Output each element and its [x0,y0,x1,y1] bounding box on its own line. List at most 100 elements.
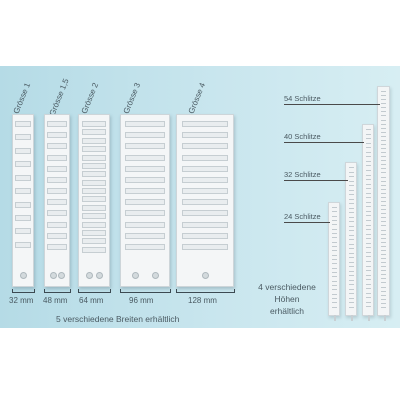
card-slot [365,238,371,240]
card-slot [14,147,32,154]
card-slot [380,176,387,178]
card-slot [81,154,107,161]
card-slot [365,220,371,221]
card-slot [47,221,67,228]
card-slot [348,275,354,276]
card-slot [331,280,337,282]
card-slot [331,246,337,247]
card-slot [380,205,387,207]
card-slot [365,306,371,308]
card-slot [380,143,387,145]
card-slot [182,210,228,217]
card-slot [365,283,371,285]
card-slot [380,302,387,304]
tall-holder-32 [345,162,357,321]
card-slot [81,129,107,136]
card-slot [365,215,371,217]
holder-size-1-5 [44,114,70,287]
card-slot [125,210,165,217]
width-bracket-1-5 [44,289,71,293]
card-slot [365,183,371,185]
card-slot [380,253,387,255]
card-slot [380,306,387,308]
card-slot [125,154,165,161]
card-slot [380,184,387,186]
card-slot [331,254,337,256]
card-slot [380,160,387,162]
card-slot [182,244,228,251]
card-slot [47,143,67,150]
card-slot [380,274,387,276]
mounting-knob [152,272,160,279]
card-slot [380,180,387,182]
holder-tip [334,315,336,321]
card-slot [331,289,337,291]
card-slot [365,274,371,276]
card-slot [365,265,371,267]
card-slot [348,261,354,263]
card-slot [380,270,387,272]
card-slot [380,103,387,105]
card-slot [380,107,387,109]
card-slot [331,267,337,269]
card-slot [14,161,32,168]
mounting-knob [57,272,65,279]
card-slot [348,288,354,290]
card-slot [380,135,387,137]
card-slot [380,249,387,251]
card-slot [348,302,354,303]
card-slot [365,201,371,203]
card-slot [125,143,165,150]
card-slot [380,168,387,170]
card-slot [47,165,67,172]
height-label-54: 54 Schlitze [284,94,321,103]
card-slot [348,185,354,186]
card-slot [380,131,387,133]
card-slot [125,232,165,239]
card-slot [348,266,354,267]
card-slot [365,197,371,199]
card-slot [365,279,371,281]
card-slot [125,221,165,228]
card-slot [348,176,354,177]
card-slot [125,199,165,206]
card-slot [380,262,387,264]
heights-caption-line-2: Höhen [274,294,300,304]
width-bracket-2 [78,289,111,293]
card-slot [380,188,387,190]
card-slot [125,188,165,195]
card-slot [365,292,371,294]
card-slot [365,224,371,226]
card-slot [331,298,337,299]
card-slot [380,286,387,288]
card-slot [47,199,67,206]
card-slot [365,260,371,262]
card-slot [380,99,387,101]
card-slot [331,259,337,260]
card-slot [365,270,371,272]
card-slot [348,180,354,182]
card-slot [380,192,387,194]
card-slot [365,229,371,231]
card-slot [380,196,387,198]
holder-tip [368,315,370,321]
leader-line-32 [284,180,348,181]
card-slot [380,221,387,223]
leader-line-40 [284,142,364,143]
card-slot [365,251,371,253]
card-slot [380,298,387,300]
mounting-knob [131,272,139,279]
card-slot [331,237,337,239]
card-slot [182,154,228,161]
card-slot [348,207,354,209]
card-slot [348,198,354,200]
card-slot [47,232,67,239]
card-slot [14,228,32,235]
card-slot [348,252,354,254]
card-slot [348,257,354,258]
card-slot [14,174,32,181]
card-slot [348,243,354,245]
card-slot [14,134,32,141]
card-slot [380,237,387,239]
card-slot [81,146,107,153]
